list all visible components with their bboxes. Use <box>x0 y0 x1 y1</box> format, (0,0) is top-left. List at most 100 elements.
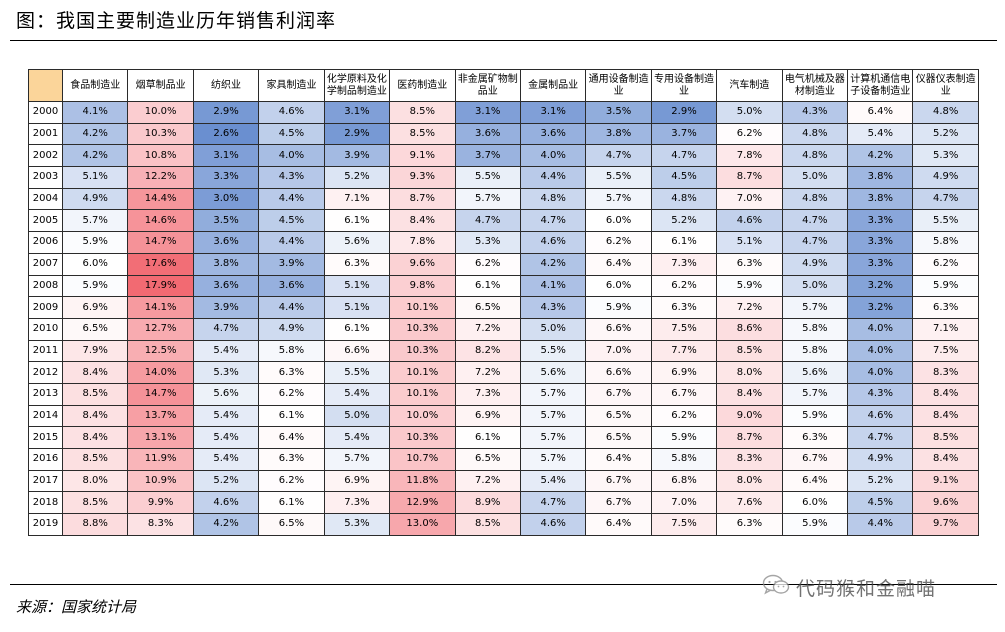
value-cell: 5.7% <box>519 448 587 471</box>
value-cell: 8.0% <box>61 469 129 493</box>
bottom-rule <box>10 584 997 585</box>
value-cell: 5.8% <box>781 339 849 363</box>
table-row: 2006 5.9% 14.7% 3.6% 4.4% 5.6% 7.8% 5.3% 4.6% 6.2… <box>28 231 979 254</box>
column-header: 食品制造业 <box>61 69 129 102</box>
value-cell: 4.8% <box>781 122 849 146</box>
column-header: 专用设备制造业 <box>650 69 718 102</box>
year-cell: 2005 <box>28 209 63 233</box>
value-cell: 9.7% <box>912 513 979 536</box>
value-cell: 5.4% <box>192 448 260 471</box>
value-cell: 5.6% <box>519 361 587 384</box>
value-cell: 5.4% <box>192 339 260 363</box>
value-cell: 4.3% <box>847 382 914 406</box>
value-cell: 6.9% <box>650 361 718 384</box>
value-cell: 10.0% <box>389 404 456 428</box>
value-cell: 4.9% <box>847 448 914 471</box>
value-cell: 3.1% <box>454 101 521 124</box>
value-cell: 7.0% <box>585 339 652 363</box>
value-cell: 5.0% <box>323 404 391 428</box>
value-cell: 3.8% <box>192 252 260 276</box>
value-cell: 14.4% <box>127 187 194 211</box>
top-rule <box>10 40 997 41</box>
table-row: 2001 4.2% 10.3% 2.6% 4.5% 2.9% 8.5% 3.6% 3.6% 3.8… <box>28 122 979 146</box>
value-cell: 6.5% <box>585 404 652 428</box>
value-cell: 17.6% <box>127 252 194 276</box>
value-cell: 7.7% <box>650 339 718 363</box>
value-cell: 4.6% <box>258 101 325 124</box>
value-cell: 5.9% <box>781 404 849 428</box>
value-cell: 5.3% <box>454 231 521 254</box>
value-cell: 5.0% <box>781 166 849 189</box>
value-cell: 8.0% <box>716 469 783 493</box>
value-cell: 2.9% <box>650 101 718 124</box>
value-cell: 3.5% <box>192 209 260 233</box>
value-cell: 5.7% <box>519 404 587 428</box>
value-cell: 4.9% <box>61 187 129 211</box>
value-cell: 6.1% <box>650 231 718 254</box>
value-cell: 2.9% <box>323 122 391 146</box>
value-cell: 8.6% <box>716 317 783 341</box>
value-cell: 14.7% <box>127 382 194 406</box>
value-cell: 6.6% <box>585 317 652 341</box>
value-cell: 6.5% <box>258 513 325 536</box>
value-cell: 5.3% <box>912 144 979 168</box>
value-cell: 5.8% <box>781 317 849 341</box>
header-row: 食品制造业 烟草制品业 纺织业 家具制造业 化学原料及化学制品制造业 医药制造业 非金属矿物… <box>28 69 979 102</box>
value-cell: 3.6% <box>192 231 260 254</box>
value-cell: 4.3% <box>781 101 849 124</box>
value-cell: 10.3% <box>389 426 456 449</box>
value-cell: 14.1% <box>127 296 194 319</box>
value-cell: 5.7% <box>519 426 587 449</box>
value-cell: 5.0% <box>519 317 587 341</box>
value-cell: 4.0% <box>258 144 325 168</box>
value-cell: 6.3% <box>716 252 783 276</box>
value-cell: 7.8% <box>389 231 456 254</box>
value-cell: 4.2% <box>61 122 129 146</box>
value-cell: 8.8% <box>61 513 129 536</box>
value-cell: 10.7% <box>389 448 456 471</box>
table-row: 2003 5.1% 12.2% 3.3% 4.3% 5.2% 9.3% 5.5% 4.4% 5.5… <box>28 166 979 189</box>
value-cell: 8.7% <box>716 426 783 449</box>
value-cell: 7.2% <box>454 469 521 493</box>
value-cell: 3.3% <box>847 252 914 276</box>
value-cell: 6.9% <box>454 404 521 428</box>
value-cell: 9.3% <box>389 166 456 189</box>
value-cell: 6.5% <box>454 296 521 319</box>
column-header: 计算机通信电子设备制造业 <box>847 69 914 102</box>
value-cell: 3.7% <box>454 144 521 168</box>
value-cell: 5.3% <box>192 361 260 384</box>
table-row: 2015 8.4% 13.1% 5.4% 6.4% 5.4% 10.3% 6.1% 5.7% 6.… <box>28 426 979 449</box>
value-cell: 5.8% <box>650 448 718 471</box>
value-cell: 5.7% <box>781 382 849 406</box>
value-cell: 11.8% <box>389 469 456 493</box>
value-cell: 3.8% <box>847 166 914 189</box>
table-row: 2014 8.4% 13.7% 5.4% 6.1% 5.0% 10.0% 6.9% 5.7% 6.… <box>28 404 979 428</box>
value-cell: 5.7% <box>781 296 849 319</box>
value-cell: 5.4% <box>323 382 391 406</box>
value-cell: 4.0% <box>847 317 914 341</box>
value-cell: 6.5% <box>454 448 521 471</box>
table-row: 2016 8.5% 11.9% 5.4% 6.3% 5.7% 10.7% 6.5% 5.7% 6.… <box>28 448 979 471</box>
table-row: 2009 6.9% 14.1% 3.9% 4.4% 5.1% 10.1% 6.5% 4.3% 5.… <box>28 296 979 319</box>
value-cell: 7.9% <box>61 339 129 363</box>
value-cell: 4.4% <box>847 513 914 536</box>
corner-cell <box>28 69 63 102</box>
value-cell: 3.1% <box>192 144 260 168</box>
value-cell: 4.8% <box>912 101 979 124</box>
value-cell: 6.2% <box>912 252 979 276</box>
value-cell: 5.3% <box>323 513 391 536</box>
value-cell: 6.3% <box>912 296 979 319</box>
year-cell: 2015 <box>28 426 63 449</box>
value-cell: 7.2% <box>716 296 783 319</box>
value-cell: 7.6% <box>716 491 783 515</box>
value-cell: 5.1% <box>323 296 391 319</box>
value-cell: 6.7% <box>650 382 718 406</box>
figure-title: 图：我国主要制造业历年销售利润率 <box>16 10 337 32</box>
value-cell: 7.5% <box>650 317 718 341</box>
value-cell: 8.4% <box>61 426 129 449</box>
value-cell: 6.1% <box>323 317 391 341</box>
column-header: 金属制品业 <box>519 69 587 102</box>
value-cell: 5.4% <box>847 122 914 146</box>
value-cell: 4.7% <box>192 317 260 341</box>
value-cell: 4.1% <box>61 101 129 124</box>
